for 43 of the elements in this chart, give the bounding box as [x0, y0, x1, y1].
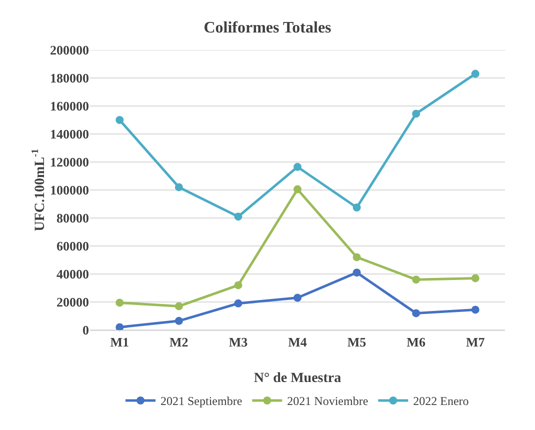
x-tick-label: M2: [170, 334, 188, 350]
y-tick-label: 120000: [50, 154, 89, 170]
legend-label: 2021 Septiembre: [160, 394, 242, 408]
y-tick-label: 160000: [50, 98, 89, 114]
y-tick-label: 180000: [50, 70, 89, 86]
point: [174, 183, 183, 192]
x-tick-label: M3: [228, 334, 248, 350]
y-tick-label: 200000: [50, 42, 89, 58]
point: [234, 299, 242, 308]
point: [174, 302, 183, 310]
x-tick-label: M5: [347, 334, 367, 350]
y-tick-label: 140000: [50, 126, 89, 142]
point: [352, 253, 361, 262]
point: [294, 294, 302, 302]
y-tick-label: 0: [82, 322, 89, 338]
chart-title: Coliformes Totales: [204, 20, 332, 37]
point: [352, 268, 361, 277]
point: [174, 316, 183, 325]
point: [412, 110, 420, 118]
point: [116, 298, 124, 307]
point: [471, 274, 480, 282]
point: [294, 162, 302, 171]
x-tick-label: M6: [406, 334, 426, 350]
point: [294, 185, 302, 194]
y-tick-label: 20000: [56, 294, 89, 310]
point: [234, 212, 242, 221]
legend-label: 2022 Enero: [413, 394, 469, 408]
y-tick-label: 100000: [50, 182, 89, 198]
point: [352, 204, 361, 212]
x-axis-title: N° de Muestra: [254, 371, 342, 386]
point: [471, 70, 480, 78]
point: [116, 116, 124, 124]
point: [412, 276, 420, 284]
y-tick-label: 60000: [56, 238, 89, 254]
x-tick-label: M1: [110, 334, 130, 350]
y-tick-label: 80000: [56, 210, 89, 226]
y-tick-label: 40000: [56, 266, 89, 282]
x-tick-label: M7: [466, 334, 486, 350]
legend-label: 2021 Noviembre: [287, 394, 368, 408]
point: [471, 306, 480, 314]
x-tick-label: M4: [288, 334, 308, 350]
point: [234, 281, 242, 290]
point: [412, 309, 420, 318]
